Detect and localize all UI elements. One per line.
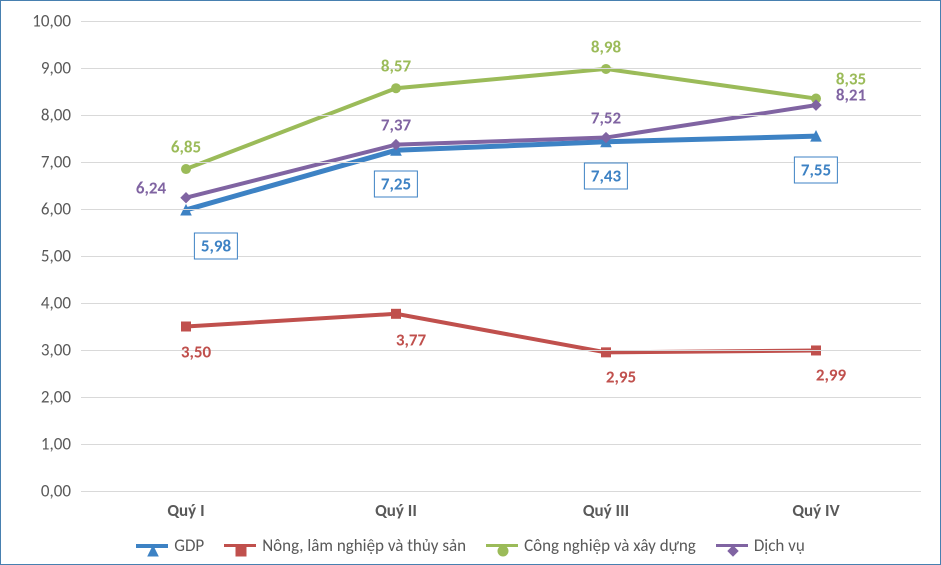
y-axis-label: 5,00 xyxy=(21,246,71,267)
data-label: 3,50 xyxy=(181,341,211,362)
legend-swatch xyxy=(136,544,168,548)
marker-circle xyxy=(392,84,401,93)
marker-circle xyxy=(182,165,191,174)
legend-marker-square xyxy=(235,541,245,551)
chart-container: 0,00 1,00 2,00 3,00 4,00 5,00 6,00 7,00 8,00 9,00… xyxy=(0,0,941,565)
gridline xyxy=(81,115,921,116)
y-axis-label: 0,00 xyxy=(21,481,71,502)
marker-diamond xyxy=(181,193,191,203)
data-label: 6,24 xyxy=(136,177,166,198)
x-axis-label: Quý I xyxy=(167,500,204,521)
legend-item: Dịch vụ xyxy=(716,535,805,556)
y-axis-label: 7,00 xyxy=(21,152,71,173)
legend-label: Nông, lâm nghiệp và thủy sản xyxy=(262,535,466,556)
y-axis-label: 10,00 xyxy=(21,11,71,32)
gridline xyxy=(81,68,921,69)
data-label: 3,77 xyxy=(396,329,426,350)
data-label: 7,55 xyxy=(794,157,838,184)
data-label: 2,95 xyxy=(606,367,636,388)
gridline xyxy=(81,21,921,22)
gridline xyxy=(81,209,921,210)
x-axis-label: Quý III xyxy=(583,500,629,521)
legend-swatch xyxy=(224,544,256,547)
gridline xyxy=(81,491,921,492)
legend-marker-triangle xyxy=(147,541,157,551)
data-label: 7,25 xyxy=(374,171,418,198)
legend: GDP Nông, lâm nghiệp và thủy sản Công nghi… xyxy=(1,535,940,556)
x-axis-label: Quý II xyxy=(375,500,417,521)
gridline xyxy=(81,397,921,398)
y-axis-label: 8,00 xyxy=(21,105,71,126)
data-label: 5,98 xyxy=(194,232,238,259)
data-label: 8,98 xyxy=(591,36,621,57)
y-axis-label: 4,00 xyxy=(21,293,71,314)
series-line xyxy=(186,314,816,353)
data-label: 2,99 xyxy=(816,365,846,386)
y-axis-label: 9,00 xyxy=(21,58,71,79)
marker-square xyxy=(182,322,191,331)
legend-label: Công nghiệp và xây dựng xyxy=(524,535,696,556)
marker-square xyxy=(392,309,401,318)
gridline xyxy=(81,303,921,304)
y-axis-label: 2,00 xyxy=(21,387,71,408)
y-axis-label: 3,00 xyxy=(21,340,71,361)
y-axis-label: 6,00 xyxy=(21,199,71,220)
legend-item: Nông, lâm nghiệp và thủy sản xyxy=(224,535,466,556)
legend-item: Công nghiệp và xây dựng xyxy=(486,535,696,556)
data-label: 7,52 xyxy=(591,107,621,128)
legend-swatch xyxy=(486,544,518,547)
legend-marker-diamond xyxy=(727,541,737,551)
legend-item: GDP xyxy=(136,535,204,556)
data-label: 8,21 xyxy=(836,85,866,106)
x-axis-label: Quý IV xyxy=(792,500,839,521)
y-axis-label: 1,00 xyxy=(21,434,71,455)
legend-swatch xyxy=(716,544,748,547)
data-label: 7,37 xyxy=(381,114,411,135)
data-label: 8,57 xyxy=(381,56,411,77)
data-label: 6,85 xyxy=(171,137,201,158)
legend-label: Dịch vụ xyxy=(754,535,805,556)
legend-marker-circle xyxy=(497,541,507,551)
legend-label: GDP xyxy=(174,535,204,556)
data-label: 7,43 xyxy=(584,162,628,189)
plot-area: 0,001,002,003,004,005,006,007,008,009,00… xyxy=(81,21,921,491)
gridline xyxy=(81,444,921,445)
